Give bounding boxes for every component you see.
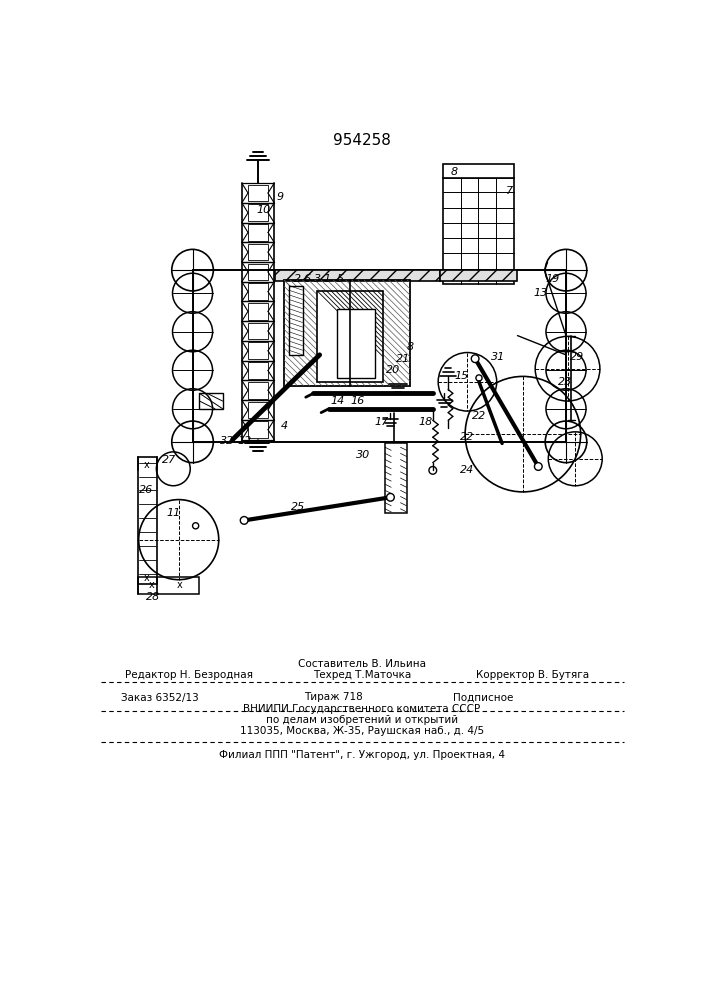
Text: 954258: 954258 <box>333 133 391 148</box>
Text: 13: 13 <box>534 288 548 298</box>
Bar <box>138 457 157 584</box>
Text: x: x <box>149 580 155 590</box>
Text: 20: 20 <box>387 365 401 375</box>
Bar <box>337 309 375 378</box>
Circle shape <box>192 523 199 529</box>
Text: 31: 31 <box>491 352 506 362</box>
Circle shape <box>387 493 395 501</box>
Bar <box>138 577 199 594</box>
Text: x: x <box>144 573 149 583</box>
Text: 22: 22 <box>460 432 474 442</box>
Text: ВНИИПИ Государственного комитета СССР: ВНИИПИ Государственного комитета СССР <box>243 704 481 714</box>
Text: 2: 2 <box>293 274 301 284</box>
Text: 16: 16 <box>350 396 364 406</box>
Text: 5: 5 <box>337 274 344 284</box>
Text: 21: 21 <box>396 354 410 364</box>
Text: 8: 8 <box>451 167 458 177</box>
Text: по делам изобретений и открытий: по делам изобретений и открытий <box>266 715 458 725</box>
Text: 23: 23 <box>558 377 573 387</box>
Bar <box>385 443 407 513</box>
Text: Тираж 718: Тираж 718 <box>304 692 363 702</box>
Text: 24: 24 <box>460 465 474 475</box>
Text: 14: 14 <box>330 396 344 406</box>
Circle shape <box>534 463 542 470</box>
Text: Редактор Н. Безродная: Редактор Н. Безродная <box>124 670 252 680</box>
Text: x: x <box>177 580 182 590</box>
Text: 25: 25 <box>291 502 305 512</box>
Bar <box>192 270 566 442</box>
Text: 27: 27 <box>163 455 177 465</box>
Text: 28: 28 <box>146 592 160 602</box>
Text: Корректор В. Бутяга: Корректор В. Бутяга <box>477 670 590 680</box>
Text: 18: 18 <box>418 417 432 427</box>
Bar <box>248 362 268 379</box>
Bar <box>248 382 268 399</box>
Bar <box>288 286 303 355</box>
Bar <box>248 283 268 300</box>
Bar <box>440 270 518 281</box>
Text: 1: 1 <box>324 274 331 284</box>
Text: Заказ 6352/13: Заказ 6352/13 <box>121 692 199 702</box>
Bar <box>248 402 268 418</box>
Bar <box>248 342 268 359</box>
Text: 30: 30 <box>356 450 370 460</box>
Text: 26: 26 <box>139 485 153 495</box>
Circle shape <box>240 517 248 524</box>
Text: 11: 11 <box>166 508 180 518</box>
Bar <box>248 303 268 320</box>
Bar <box>199 393 223 409</box>
Text: 7: 7 <box>506 186 513 196</box>
Text: Техред Т.Маточка: Техред Т.Маточка <box>312 670 411 680</box>
Text: x: x <box>144 460 149 470</box>
Bar <box>387 443 402 497</box>
Text: 22: 22 <box>472 411 486 421</box>
Text: 6: 6 <box>303 274 310 284</box>
Bar <box>317 291 382 382</box>
Text: 4: 4 <box>281 421 288 431</box>
Circle shape <box>476 375 482 381</box>
Text: 113035, Москва, Ж-35, Раушская наб., д. 4/5: 113035, Москва, Ж-35, Раушская наб., д. … <box>240 726 484 736</box>
Bar <box>248 185 268 201</box>
Text: Подписное: Подписное <box>452 692 513 702</box>
Bar <box>443 178 514 284</box>
Text: 32: 32 <box>220 436 234 446</box>
Text: 19: 19 <box>545 274 559 284</box>
Text: 3: 3 <box>314 274 321 284</box>
Bar <box>248 204 268 221</box>
Text: 12: 12 <box>237 436 251 446</box>
Bar <box>443 164 514 178</box>
Bar <box>284 280 409 386</box>
Text: 9: 9 <box>276 192 284 202</box>
Text: Филиал ППП "Патент", г. Ужгород, ул. Проектная, 4: Филиал ППП "Патент", г. Ужгород, ул. Про… <box>219 750 505 760</box>
Text: 8: 8 <box>406 342 414 352</box>
Text: Составитель В. Ильина: Составитель В. Ильина <box>298 659 426 669</box>
Bar <box>248 224 268 241</box>
Text: 10: 10 <box>256 205 271 215</box>
Circle shape <box>472 355 479 363</box>
Bar <box>248 264 268 280</box>
Bar <box>248 323 268 339</box>
Bar <box>275 270 440 281</box>
Text: 17: 17 <box>374 417 388 427</box>
Bar <box>248 421 268 438</box>
Text: 15: 15 <box>454 371 469 381</box>
Bar <box>248 244 268 260</box>
Text: 29: 29 <box>571 352 585 362</box>
